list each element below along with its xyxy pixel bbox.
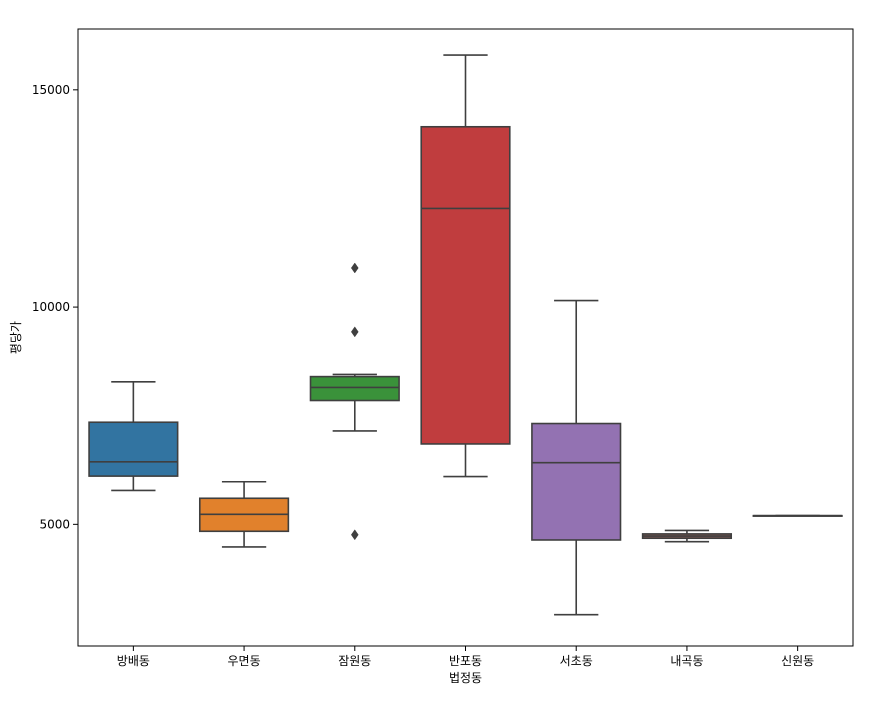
x-axis-ticks: 방배동 우면동 잠원동 반포동 서초동 내곡동 신원동	[117, 646, 814, 668]
box-body	[420, 125, 511, 445]
x-axis-label: 법정동	[449, 671, 482, 685]
x-tick-label: 우면동	[228, 654, 261, 668]
box-4	[420, 54, 511, 478]
box-body	[531, 422, 622, 541]
box-3	[309, 262, 400, 541]
x-tick-label: 신원동	[781, 654, 814, 668]
y-axis-label: 평당가	[9, 321, 23, 354]
box-body	[309, 375, 400, 402]
y-tick-label: 5000	[39, 517, 70, 531]
y-tick-label: 10000	[32, 300, 70, 314]
y-axis-ticks: 5000 10000 15000	[32, 83, 78, 531]
box-2	[198, 480, 290, 548]
box-1	[88, 381, 179, 492]
outlier-point	[350, 262, 359, 274]
x-tick-label: 방배동	[117, 654, 150, 668]
outlier-point	[350, 529, 359, 541]
box-7	[752, 514, 843, 517]
outlier-point	[350, 326, 359, 338]
x-tick-label: 반포동	[449, 654, 482, 668]
box-5	[531, 299, 622, 616]
box-6	[641, 529, 733, 543]
x-tick-label: 내곡동	[670, 654, 703, 668]
box-body	[88, 421, 179, 477]
x-tick-label: 잠원동	[338, 654, 371, 668]
box-marks	[88, 54, 843, 616]
y-tick-label: 15000	[32, 83, 70, 97]
x-tick-label: 서초동	[560, 654, 593, 668]
